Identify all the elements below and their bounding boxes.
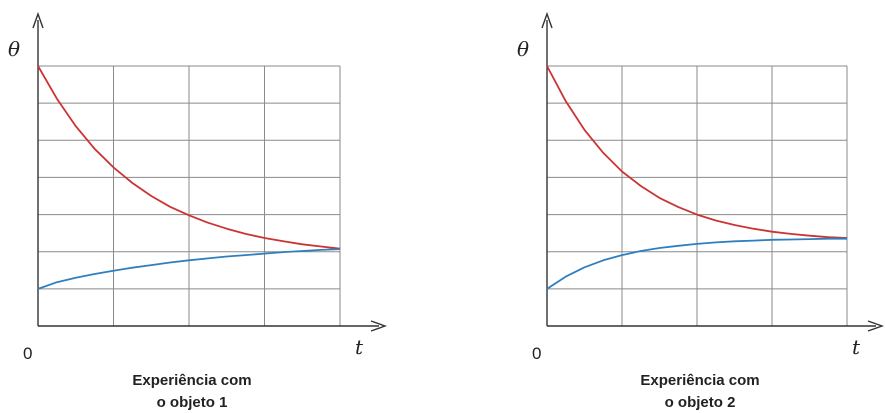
chart-caption-line: Experiência com (640, 372, 759, 389)
chart-panel-object-1: θ t 0 Experiência com o objeto 1 (8, 11, 388, 411)
y-axis-arrow (32, 11, 44, 29)
grid (547, 65, 848, 326)
x-axis-arrow (370, 320, 388, 332)
series-line-blue (37, 248, 341, 290)
chart-panel-object-2: θ t 0 Experiência com o objeto 2 (517, 11, 885, 411)
chart-caption-line: o objeto 1 (157, 394, 228, 411)
series-line-red (37, 65, 341, 250)
chart-caption-line: o objeto 2 (665, 394, 736, 411)
y-axis-arrow (541, 11, 553, 29)
series-line-red (546, 65, 848, 239)
x-axis-arrow (867, 320, 885, 332)
chart-caption-line: Experiência com (132, 372, 251, 389)
series-line-blue (546, 237, 847, 290)
y-axis-label: θ (517, 37, 529, 61)
grid (38, 65, 341, 326)
x-axis-label: t (355, 335, 364, 359)
origin-label: 0 (23, 344, 32, 363)
origin-label: 0 (532, 344, 541, 363)
x-axis-label: t (852, 335, 861, 359)
y-axis-label: θ (8, 37, 20, 61)
